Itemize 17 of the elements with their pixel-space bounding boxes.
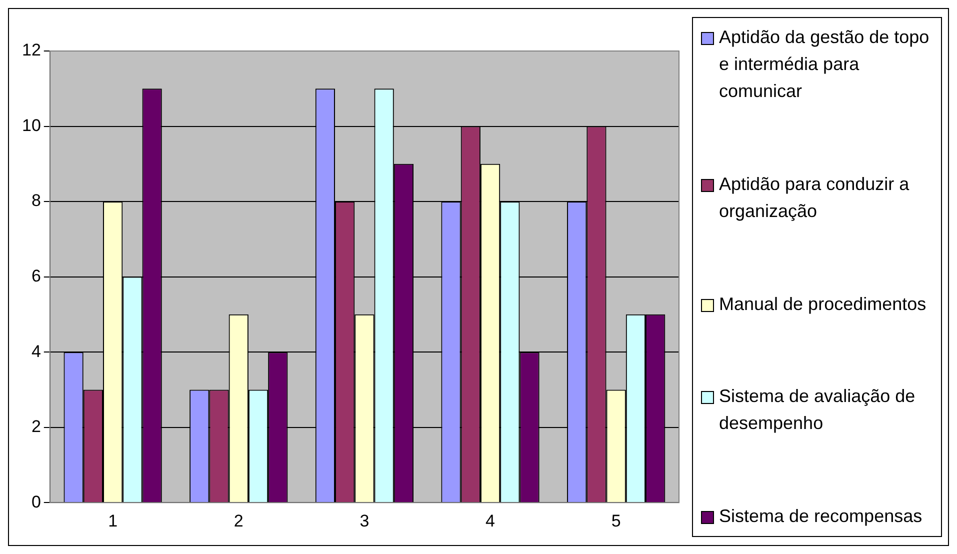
x-tick-label: 1 — [108, 511, 118, 530]
y-tick-label: 4 — [31, 342, 41, 361]
legend-label: Aptidão para conduzir a organização — [719, 172, 910, 223]
y-tick-label: 10 — [22, 116, 41, 135]
legend-label: Sistema de recompensas — [719, 505, 922, 528]
x-tick-label: 5 — [611, 511, 621, 530]
legend-label: Sistema de avaliação de desempenho — [719, 385, 916, 436]
legend-label: Aptidão da gestão de topo e intermédia para comunicar — [719, 26, 930, 103]
y-tick-label: 0 — [31, 492, 41, 512]
y-tick-label: 6 — [31, 266, 41, 286]
y-tick-label: 8 — [31, 191, 41, 210]
y-tick-label: 12 — [22, 40, 41, 60]
x-tick-label: 2 — [234, 511, 244, 530]
x-tick-label: 4 — [486, 511, 496, 530]
legend-label: Manual de procedimentos — [719, 292, 926, 316]
x-tick-label: 3 — [360, 511, 370, 530]
y-tick-label: 2 — [31, 417, 41, 436]
